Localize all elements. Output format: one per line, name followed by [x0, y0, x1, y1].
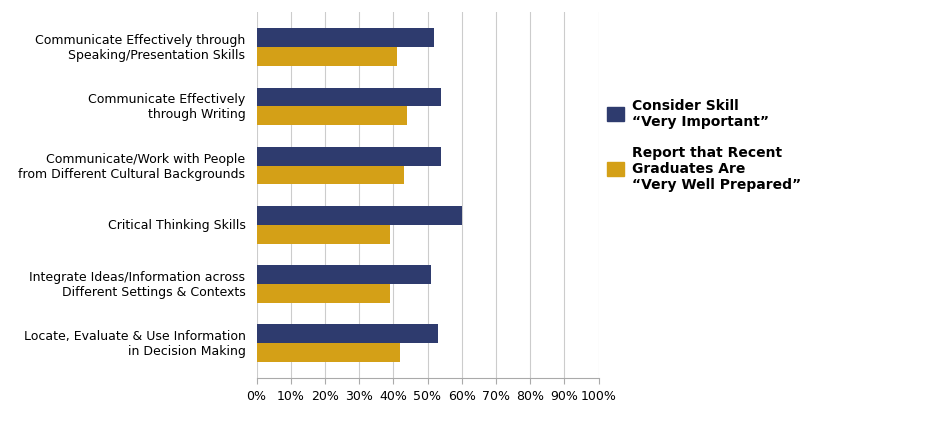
Bar: [256, 265, 431, 284]
Bar: [256, 147, 441, 166]
Bar: [256, 206, 462, 225]
Bar: [256, 324, 438, 343]
Bar: [256, 284, 390, 303]
Bar: [256, 107, 407, 126]
Bar: [256, 29, 434, 48]
Bar: [256, 166, 404, 185]
Bar: [256, 343, 400, 362]
Bar: [256, 88, 441, 107]
Bar: [256, 225, 390, 244]
Bar: [256, 48, 397, 67]
Legend: Consider Skill
“Very Important”, Report that Recent
Graduates Are
“Very Well Pre: Consider Skill “Very Important”, Report …: [602, 93, 807, 197]
